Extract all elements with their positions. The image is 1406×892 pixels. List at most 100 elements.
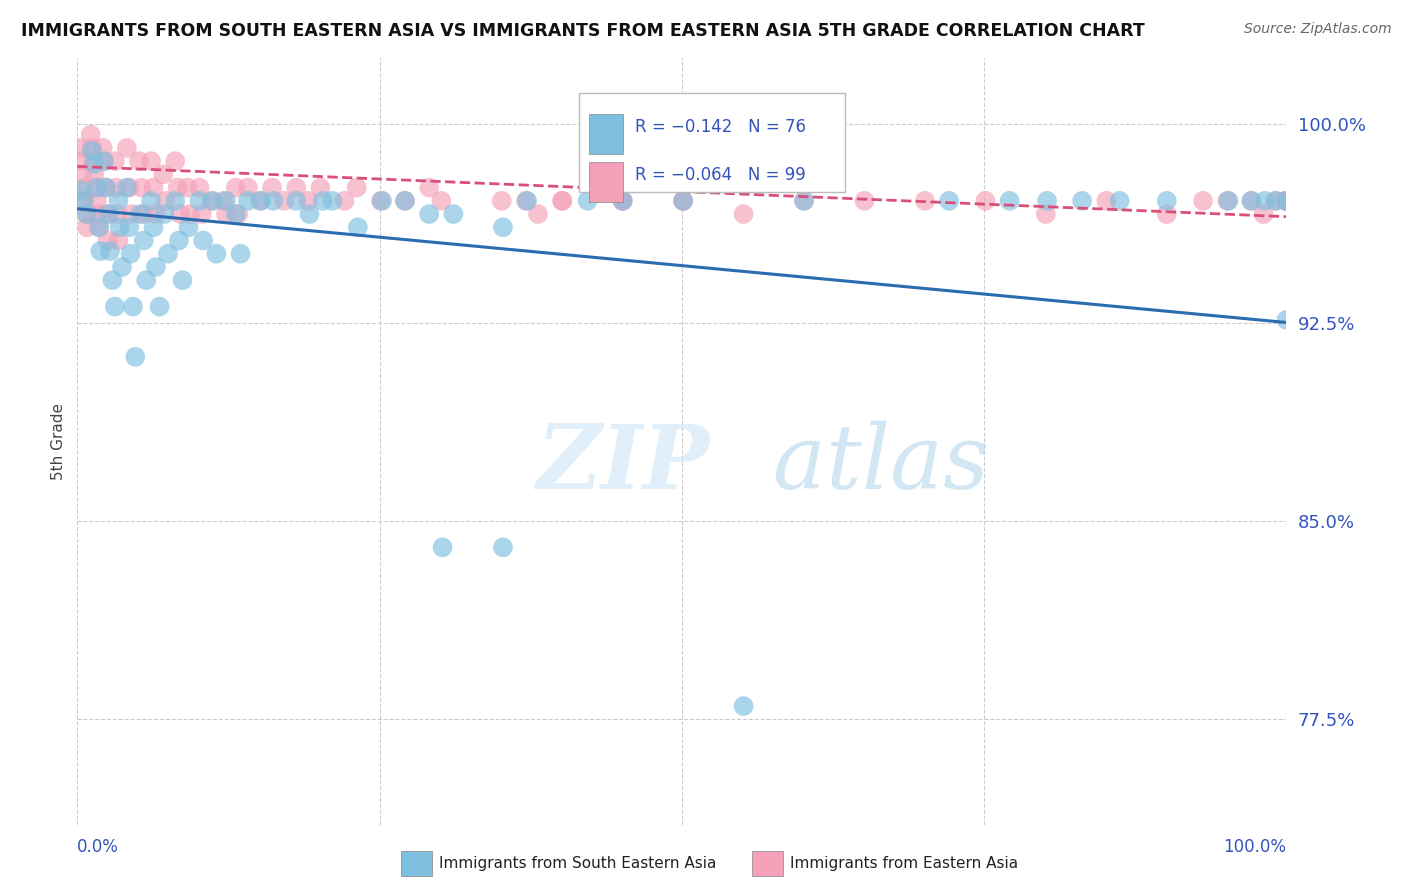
Point bbox=[371, 194, 394, 208]
Point bbox=[118, 180, 141, 194]
Point bbox=[188, 194, 211, 208]
Point bbox=[96, 234, 118, 248]
Point bbox=[551, 194, 574, 208]
Point bbox=[1240, 194, 1263, 208]
Point bbox=[793, 194, 815, 208]
Point bbox=[914, 194, 936, 208]
Point bbox=[1264, 194, 1286, 208]
Point bbox=[1071, 194, 1094, 208]
Point bbox=[1156, 207, 1178, 221]
Point bbox=[79, 128, 101, 142]
Point bbox=[105, 180, 128, 194]
Point bbox=[80, 141, 103, 155]
Point bbox=[145, 260, 167, 274]
Point bbox=[201, 194, 224, 208]
Point bbox=[672, 194, 695, 208]
Point bbox=[225, 207, 247, 221]
Point bbox=[1275, 194, 1298, 208]
Point bbox=[394, 194, 416, 208]
Point bbox=[321, 194, 343, 208]
Point bbox=[394, 194, 416, 208]
Point bbox=[273, 194, 295, 208]
Point bbox=[86, 180, 108, 194]
Point bbox=[108, 220, 131, 235]
Point bbox=[298, 207, 321, 221]
Point bbox=[418, 180, 440, 194]
Point bbox=[215, 194, 238, 208]
Point bbox=[72, 194, 94, 208]
Point bbox=[229, 246, 252, 260]
Point bbox=[491, 194, 513, 208]
Point bbox=[84, 180, 107, 194]
Point bbox=[527, 207, 550, 221]
Point bbox=[107, 194, 129, 208]
Point bbox=[179, 207, 201, 221]
Point bbox=[250, 194, 273, 208]
Point bbox=[75, 207, 97, 221]
Point bbox=[205, 246, 228, 260]
Text: 100.0%: 100.0% bbox=[1223, 838, 1286, 856]
Point bbox=[83, 157, 105, 171]
Point bbox=[733, 207, 755, 221]
Text: Immigrants from Eastern Asia: Immigrants from Eastern Asia bbox=[790, 856, 1018, 871]
Point bbox=[733, 699, 755, 714]
Point bbox=[70, 183, 93, 197]
Point bbox=[115, 180, 138, 194]
Point bbox=[70, 154, 93, 169]
Point bbox=[1253, 207, 1275, 221]
Point bbox=[1192, 194, 1215, 208]
Point bbox=[169, 207, 191, 221]
Point bbox=[346, 180, 368, 194]
Point bbox=[576, 194, 599, 208]
Point bbox=[1156, 194, 1178, 208]
Point bbox=[492, 541, 515, 555]
Point bbox=[89, 244, 111, 258]
Point bbox=[1095, 194, 1118, 208]
Point bbox=[105, 207, 128, 221]
Point bbox=[188, 180, 211, 194]
Point bbox=[115, 141, 138, 155]
Point bbox=[70, 167, 93, 181]
Point bbox=[418, 207, 440, 221]
Point bbox=[107, 234, 129, 248]
Point bbox=[101, 273, 124, 287]
Y-axis label: 5th Grade: 5th Grade bbox=[51, 403, 66, 480]
Point bbox=[165, 154, 187, 169]
Point bbox=[492, 220, 515, 235]
Point bbox=[347, 220, 370, 235]
Point bbox=[148, 300, 170, 314]
Point bbox=[516, 194, 538, 208]
Point bbox=[97, 207, 120, 221]
Point bbox=[260, 180, 283, 194]
Point bbox=[157, 246, 180, 260]
Point bbox=[1036, 194, 1059, 208]
Point bbox=[1218, 194, 1240, 208]
Point bbox=[309, 180, 332, 194]
Text: Immigrants from South Eastern Asia: Immigrants from South Eastern Asia bbox=[439, 856, 716, 871]
Point bbox=[121, 207, 143, 221]
FancyBboxPatch shape bbox=[589, 114, 623, 154]
Point bbox=[1254, 194, 1277, 208]
Text: R = −0.064   N = 99: R = −0.064 N = 99 bbox=[634, 166, 806, 185]
Point bbox=[1275, 194, 1298, 208]
Point bbox=[120, 246, 142, 260]
Point bbox=[139, 194, 162, 208]
Point bbox=[128, 154, 150, 169]
Point bbox=[226, 207, 249, 221]
Point bbox=[793, 194, 815, 208]
FancyBboxPatch shape bbox=[589, 162, 623, 202]
Point bbox=[612, 194, 634, 208]
Point bbox=[87, 220, 110, 235]
Point bbox=[1275, 194, 1298, 208]
Point bbox=[69, 141, 91, 155]
Point bbox=[129, 207, 152, 221]
Point bbox=[1275, 194, 1298, 208]
Point bbox=[236, 180, 259, 194]
Point bbox=[131, 180, 153, 194]
Point bbox=[441, 207, 464, 221]
Point bbox=[236, 194, 259, 208]
Point bbox=[515, 194, 537, 208]
Text: ZIP: ZIP bbox=[537, 421, 710, 508]
Point bbox=[612, 194, 634, 208]
Point bbox=[974, 194, 997, 208]
